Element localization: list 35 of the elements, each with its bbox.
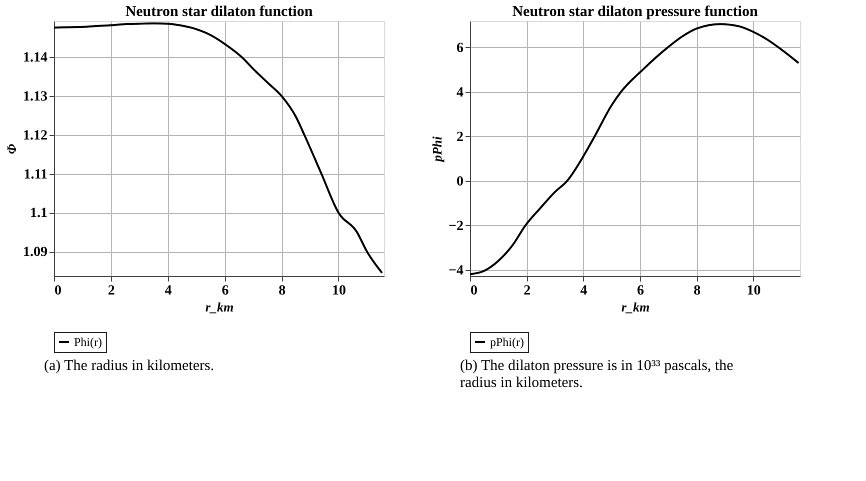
x-tick-label: 4 [580, 284, 588, 298]
line-series [53, 22, 384, 274]
chart-title: Neutron star dilaton pressure function [512, 4, 758, 20]
x-tick-label: 8 [694, 284, 701, 298]
x-tick-label: 10 [332, 284, 346, 298]
x-tick-label: 0 [54, 284, 62, 298]
y-tick-label: 1.1 [30, 206, 48, 222]
x-axis-title: r_km [621, 300, 650, 314]
y-tick-label: 1.13 [23, 90, 48, 105]
text: (b) The dilaton pressure is in 10³³ pascals, the radius in kilometers. [460, 358, 734, 391]
legend-label: Phi(r) [74, 335, 102, 349]
text: (a) The radius in kilometers. [44, 358, 214, 374]
x-tick-label: 10 [746, 284, 761, 298]
y-axis-title: Φ [4, 143, 19, 154]
y-tick-label: 1.12 [23, 128, 48, 144]
y-tick-label: 6 [456, 40, 464, 56]
x-tick-label: 6 [222, 284, 229, 298]
x-tick-label: 0 [470, 284, 478, 298]
x-tick-label: 2 [108, 284, 115, 298]
x-tick-label: 2 [524, 284, 531, 298]
y-tick-label: 1.11 [24, 167, 48, 182]
y-tick-label: 2 [456, 130, 464, 145]
x-tick-label: 4 [164, 284, 172, 298]
y-tick-label: 1.09 [23, 245, 48, 260]
x-tick-label: 8 [278, 284, 286, 298]
y-tick-label: 4 [456, 85, 464, 100]
y-tick-label: 0 [456, 174, 464, 190]
y-tick-label: −4 [448, 263, 464, 278]
chart-title: Neutron star dilaton function [125, 4, 314, 20]
y-axis-title: pPhi [430, 136, 445, 163]
x-axis-title: r_km [205, 300, 234, 314]
x-tick-label: 6 [636, 284, 644, 298]
y-tick-label: 1.14 [23, 50, 48, 66]
legend-label: pPhi(r) [490, 335, 524, 349]
y-tick-label: −2 [448, 218, 464, 234]
